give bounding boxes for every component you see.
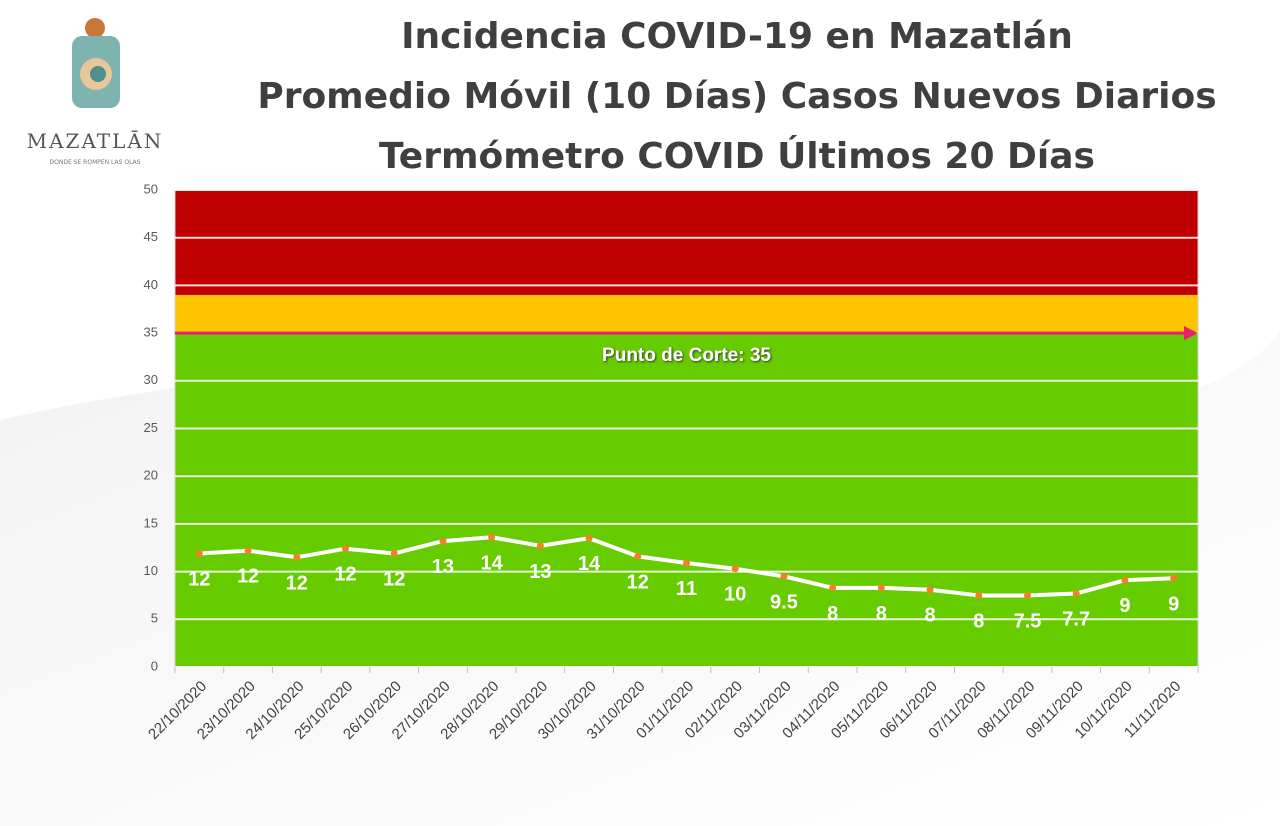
data-point [926, 586, 934, 594]
risk-band [175, 294, 1198, 334]
data-point [975, 591, 983, 599]
value-label: 7.7 [1062, 609, 1090, 631]
logo: MAZATLĀN DONDE SE ROMPEN LAS OLAS [27, 18, 164, 166]
value-label: 12 [188, 568, 210, 590]
value-label: 13 [432, 556, 454, 578]
risk-band [175, 190, 1198, 295]
data-point [1024, 591, 1031, 599]
data-point [244, 547, 252, 555]
threshold-arrow [1184, 326, 1198, 341]
y-tick-label: 20 [144, 468, 158, 483]
y-tick-label: 45 [144, 229, 158, 244]
data-point [1072, 590, 1080, 598]
data-point [488, 533, 496, 541]
y-tick-label: 15 [144, 515, 158, 530]
value-label: 14 [578, 553, 601, 575]
value-label: 8 [973, 610, 984, 632]
data-point [829, 584, 837, 592]
y-tick-label: 10 [144, 563, 158, 578]
y-tick-label: 25 [144, 420, 158, 435]
y-tick-label: 50 [144, 181, 158, 196]
y-tick-label: 35 [144, 325, 158, 340]
logo-tagline: DONDE SE ROMPEN LAS OLAS [50, 159, 141, 166]
data-point [536, 542, 544, 550]
data-point [390, 549, 398, 557]
logo-name: MAZATLĀN [27, 129, 164, 153]
value-label: 8 [925, 605, 936, 627]
value-label: 8 [876, 603, 887, 625]
value-label: 10 [724, 584, 746, 606]
data-point [634, 552, 642, 560]
data-point [439, 537, 447, 545]
risk-band [175, 333, 1198, 667]
value-label: 7.5 [1014, 610, 1042, 632]
value-label: 14 [481, 552, 504, 574]
data-point [195, 549, 203, 557]
chart-subtitle: Promedio Móvil (10 Días) Casos Nuevos Di… [257, 76, 1216, 117]
data-point [731, 565, 739, 573]
value-label: 12 [334, 564, 356, 586]
value-label: 11 [676, 578, 697, 600]
chart-title: Incidencia COVID-19 en Mazatlán [401, 16, 1073, 57]
y-tick-label: 0 [151, 658, 158, 673]
data-point [585, 534, 593, 542]
value-label: 9 [1119, 595, 1130, 617]
threshold-label: Punto de Corte: 35 [602, 345, 771, 366]
data-point [1121, 576, 1129, 584]
data-point [342, 545, 349, 553]
value-label: 9.5 [770, 591, 798, 613]
value-label: 12 [237, 566, 259, 588]
data-point [780, 572, 788, 580]
data-point [683, 559, 690, 567]
data-point [1170, 574, 1178, 582]
value-label: 13 [529, 561, 551, 583]
value-label: 12 [383, 568, 405, 590]
value-label: 12 [627, 571, 649, 593]
value-label: 8 [827, 603, 838, 625]
data-point [293, 553, 301, 561]
data-point [877, 584, 885, 592]
y-tick-label: 40 [144, 277, 158, 292]
value-label: 12 [286, 572, 308, 594]
y-tick-label: 5 [151, 611, 158, 626]
y-tick-label: 30 [144, 372, 158, 387]
value-label: 9 [1168, 593, 1179, 615]
chart-subtitle: Termómetro COVID Últimos 20 Días [379, 135, 1095, 177]
